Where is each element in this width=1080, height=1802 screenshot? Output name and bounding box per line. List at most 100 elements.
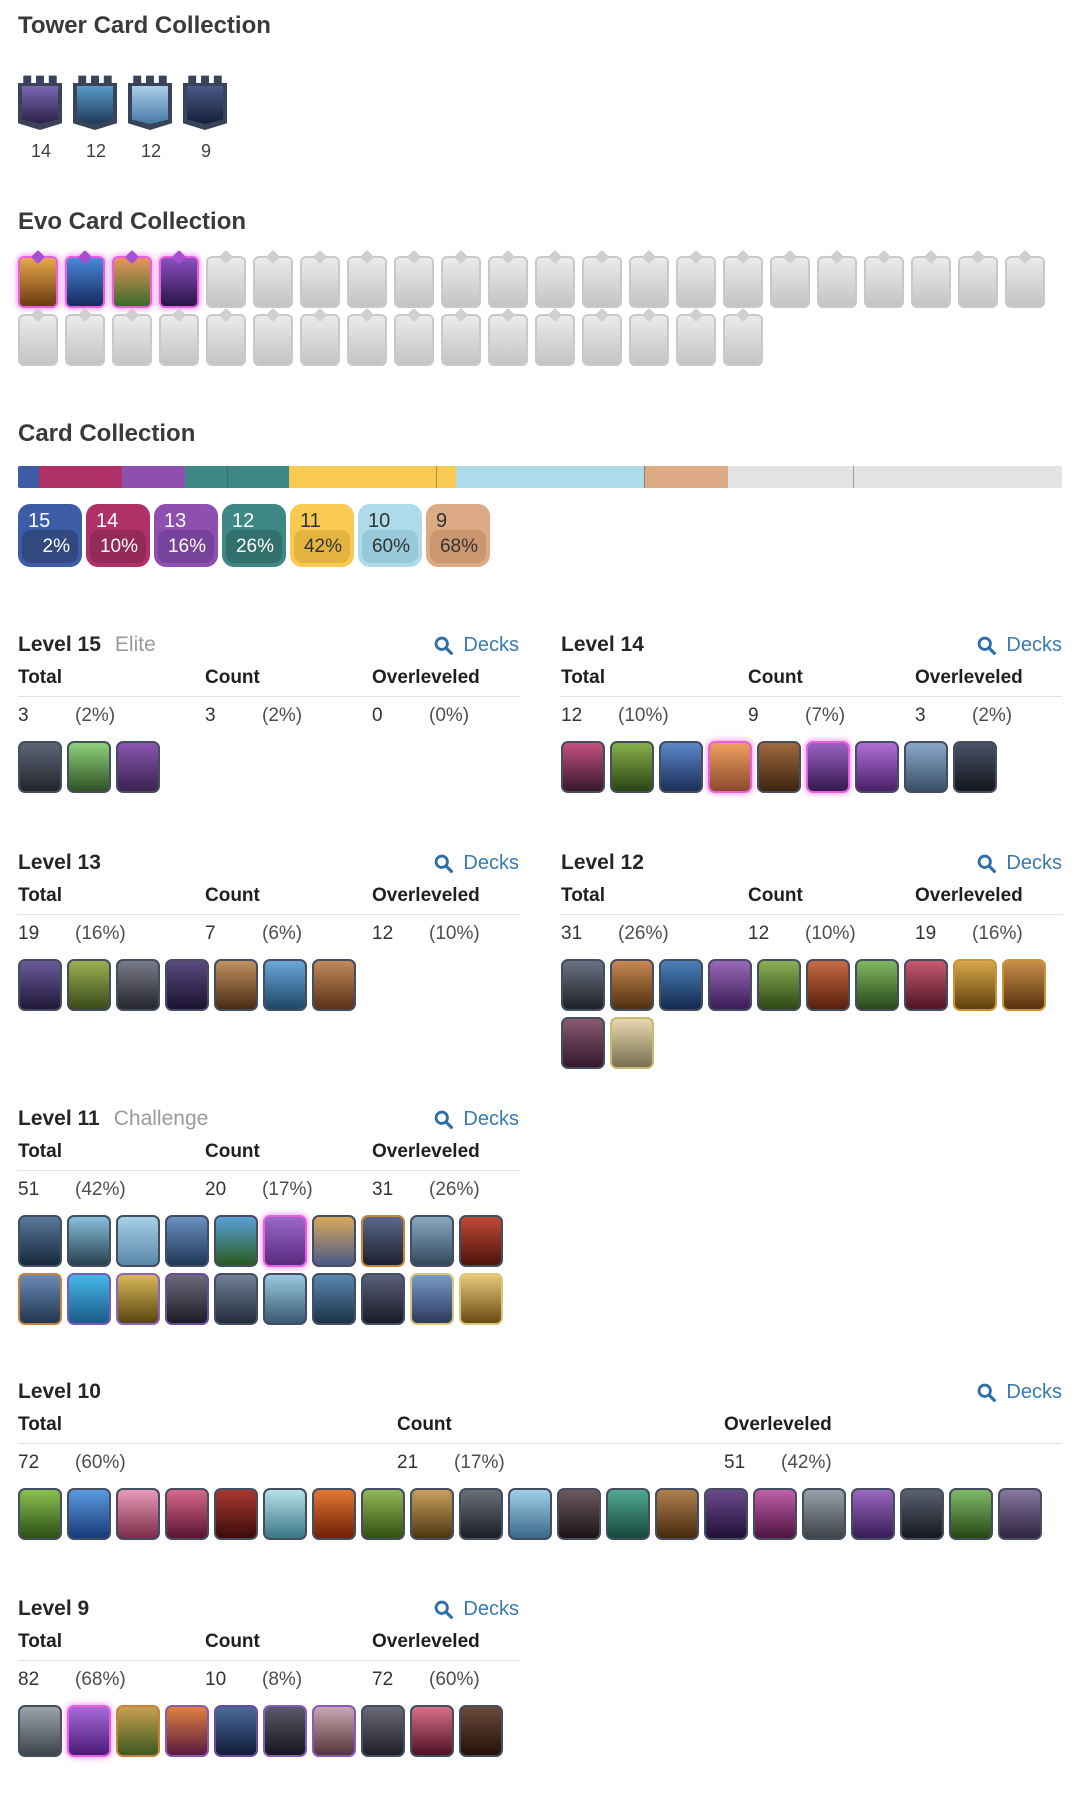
evo-card-locked[interactable] xyxy=(159,307,199,366)
card-icon[interactable] xyxy=(610,1017,654,1069)
card-icon[interactable] xyxy=(116,1705,160,1757)
evo-card-locked[interactable] xyxy=(629,249,669,308)
card-icon[interactable] xyxy=(561,959,605,1011)
evo-card-locked[interactable] xyxy=(300,307,340,366)
evo-card-locked[interactable] xyxy=(206,307,246,366)
card-icon[interactable] xyxy=(18,1273,62,1325)
decks-link[interactable]: Decks xyxy=(433,1108,519,1131)
card-icon[interactable] xyxy=(659,959,703,1011)
card-icon[interactable] xyxy=(263,959,307,1011)
search-icon[interactable] xyxy=(976,1382,997,1403)
decks-link[interactable]: Decks xyxy=(976,634,1062,657)
card-icon[interactable] xyxy=(214,1705,258,1757)
card-icon[interactable] xyxy=(214,1488,258,1540)
card-icon[interactable] xyxy=(263,1488,307,1540)
evo-card-locked[interactable] xyxy=(723,249,763,308)
card-icon[interactable] xyxy=(263,1215,307,1267)
evo-card-locked[interactable] xyxy=(1005,249,1045,308)
evo-card-locked[interactable] xyxy=(770,249,810,308)
card-icon[interactable] xyxy=(655,1488,699,1540)
card-icon[interactable] xyxy=(459,1488,503,1540)
evo-card-locked[interactable] xyxy=(676,249,716,308)
card-icon[interactable] xyxy=(67,741,111,793)
card-icon[interactable] xyxy=(165,1488,209,1540)
tower-card[interactable] xyxy=(73,75,117,130)
card-icon[interactable] xyxy=(67,1488,111,1540)
evo-card-locked[interactable] xyxy=(723,307,763,366)
card-icon[interactable] xyxy=(165,1273,209,1325)
evo-card-locked[interactable] xyxy=(347,249,387,308)
card-icon[interactable] xyxy=(851,1488,895,1540)
card-icon[interactable] xyxy=(214,959,258,1011)
card-icon[interactable] xyxy=(67,1273,111,1325)
card-icon[interactable] xyxy=(214,1273,258,1325)
card-icon[interactable] xyxy=(953,959,997,1011)
card-icon[interactable] xyxy=(361,1705,405,1757)
card-icon[interactable] xyxy=(998,1488,1042,1540)
card-icon[interactable] xyxy=(312,1273,356,1325)
evo-card-locked[interactable] xyxy=(394,249,434,308)
evo-card-locked[interactable] xyxy=(535,249,575,308)
card-icon[interactable] xyxy=(410,1488,454,1540)
evo-card-locked[interactable] xyxy=(441,307,481,366)
evo-card-locked[interactable] xyxy=(441,249,481,308)
card-icon[interactable] xyxy=(459,1273,503,1325)
card-icon[interactable] xyxy=(410,1273,454,1325)
card-icon[interactable] xyxy=(116,741,160,793)
card-icon[interactable] xyxy=(459,1215,503,1267)
evo-card-locked[interactable] xyxy=(112,307,152,366)
decks-link[interactable]: Decks xyxy=(433,1598,519,1621)
card-icon[interactable] xyxy=(116,959,160,1011)
card-icon[interactable] xyxy=(410,1705,454,1757)
evo-card-locked[interactable] xyxy=(347,307,387,366)
card-icon[interactable] xyxy=(361,1215,405,1267)
card-icon[interactable] xyxy=(508,1488,552,1540)
card-icon[interactable] xyxy=(561,1017,605,1069)
decks-link[interactable]: Decks xyxy=(433,634,519,657)
card-icon[interactable] xyxy=(214,1215,258,1267)
card-icon[interactable] xyxy=(757,741,801,793)
card-icon[interactable] xyxy=(806,741,850,793)
card-icon[interactable] xyxy=(116,1215,160,1267)
card-icon[interactable] xyxy=(953,741,997,793)
card-icon[interactable] xyxy=(610,959,654,1011)
card-icon[interactable] xyxy=(312,959,356,1011)
card-icon[interactable] xyxy=(116,1273,160,1325)
search-icon[interactable] xyxy=(976,635,997,656)
tower-card[interactable] xyxy=(18,75,62,130)
evo-card-locked[interactable] xyxy=(911,249,951,308)
evo-card-locked[interactable] xyxy=(864,249,904,308)
card-icon[interactable] xyxy=(757,959,801,1011)
evo-card[interactable] xyxy=(65,249,105,308)
evo-card-locked[interactable] xyxy=(629,307,669,366)
card-icon[interactable] xyxy=(165,1705,209,1757)
decks-link[interactable]: Decks xyxy=(433,852,519,875)
search-icon[interactable] xyxy=(433,635,454,656)
tower-card[interactable] xyxy=(183,75,227,130)
search-icon[interactable] xyxy=(433,1599,454,1620)
card-icon[interactable] xyxy=(116,1488,160,1540)
card-icon[interactable] xyxy=(361,1488,405,1540)
card-icon[interactable] xyxy=(904,959,948,1011)
evo-card-locked[interactable] xyxy=(582,307,622,366)
card-icon[interactable] xyxy=(659,741,703,793)
card-icon[interactable] xyxy=(753,1488,797,1540)
card-icon[interactable] xyxy=(610,741,654,793)
card-icon[interactable] xyxy=(561,741,605,793)
card-icon[interactable] xyxy=(18,1488,62,1540)
card-icon[interactable] xyxy=(802,1488,846,1540)
evo-card-locked[interactable] xyxy=(488,249,528,308)
card-icon[interactable] xyxy=(165,959,209,1011)
card-icon[interactable] xyxy=(263,1705,307,1757)
evo-card-locked[interactable] xyxy=(65,307,105,366)
evo-card-locked[interactable] xyxy=(253,249,293,308)
search-icon[interactable] xyxy=(433,1109,454,1130)
card-icon[interactable] xyxy=(312,1705,356,1757)
evo-card-locked[interactable] xyxy=(206,249,246,308)
card-icon[interactable] xyxy=(459,1705,503,1757)
evo-card-locked[interactable] xyxy=(18,307,58,366)
card-icon[interactable] xyxy=(361,1273,405,1325)
tower-card[interactable] xyxy=(128,75,172,130)
card-icon[interactable] xyxy=(18,959,62,1011)
search-icon[interactable] xyxy=(433,853,454,874)
